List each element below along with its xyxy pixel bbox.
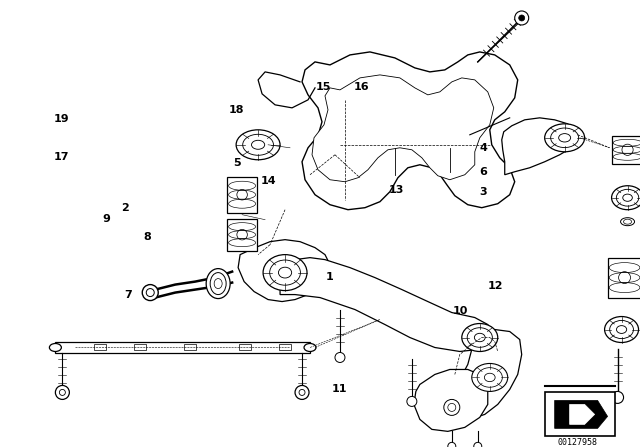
- Polygon shape: [280, 258, 492, 352]
- Polygon shape: [414, 370, 488, 431]
- Bar: [239, 345, 251, 350]
- Circle shape: [142, 284, 158, 301]
- Text: 8: 8: [143, 232, 151, 242]
- Bar: [545, 392, 614, 436]
- Text: 15: 15: [316, 82, 331, 92]
- Bar: [279, 345, 291, 350]
- Text: 00127958: 00127958: [557, 438, 598, 447]
- Text: 10: 10: [453, 306, 468, 316]
- Ellipse shape: [236, 130, 280, 160]
- Ellipse shape: [304, 344, 316, 352]
- Text: 14: 14: [261, 176, 276, 186]
- Polygon shape: [570, 405, 595, 424]
- Circle shape: [612, 392, 623, 403]
- Polygon shape: [312, 75, 493, 182]
- Polygon shape: [502, 118, 578, 175]
- Ellipse shape: [49, 344, 61, 352]
- Text: 19: 19: [53, 113, 69, 124]
- Polygon shape: [302, 52, 518, 210]
- Bar: [134, 345, 147, 350]
- Bar: [607, 258, 640, 297]
- Ellipse shape: [462, 323, 498, 352]
- Circle shape: [295, 385, 309, 400]
- Text: 5: 5: [233, 158, 241, 168]
- Ellipse shape: [621, 218, 634, 226]
- Ellipse shape: [605, 317, 639, 343]
- Text: 17: 17: [53, 151, 69, 162]
- Circle shape: [474, 442, 482, 448]
- Text: 6: 6: [479, 167, 487, 177]
- Circle shape: [515, 11, 529, 25]
- Text: 1: 1: [326, 272, 333, 282]
- Text: 7: 7: [124, 290, 132, 300]
- Circle shape: [448, 442, 456, 448]
- Text: 16: 16: [354, 82, 369, 92]
- Circle shape: [56, 385, 69, 400]
- Ellipse shape: [472, 363, 508, 392]
- Ellipse shape: [612, 186, 640, 210]
- Circle shape: [147, 289, 154, 297]
- Text: 9: 9: [102, 214, 110, 224]
- Ellipse shape: [263, 254, 307, 291]
- Text: 2: 2: [121, 203, 129, 213]
- Polygon shape: [238, 240, 330, 302]
- Bar: [227, 219, 257, 250]
- Text: 13: 13: [389, 185, 404, 195]
- Circle shape: [444, 400, 460, 415]
- Circle shape: [518, 15, 525, 21]
- Bar: [227, 177, 257, 213]
- Bar: [56, 341, 310, 353]
- Polygon shape: [555, 401, 607, 428]
- Text: 12: 12: [488, 281, 504, 291]
- Bar: [612, 136, 640, 164]
- Bar: [94, 345, 106, 350]
- Text: 11: 11: [332, 384, 347, 394]
- Ellipse shape: [545, 124, 584, 152]
- Text: 4: 4: [479, 142, 487, 153]
- Bar: [184, 345, 196, 350]
- Text: 3: 3: [479, 187, 487, 198]
- Circle shape: [335, 353, 345, 362]
- Polygon shape: [448, 330, 522, 419]
- Text: 18: 18: [229, 104, 244, 115]
- Ellipse shape: [206, 269, 230, 298]
- Circle shape: [407, 396, 417, 406]
